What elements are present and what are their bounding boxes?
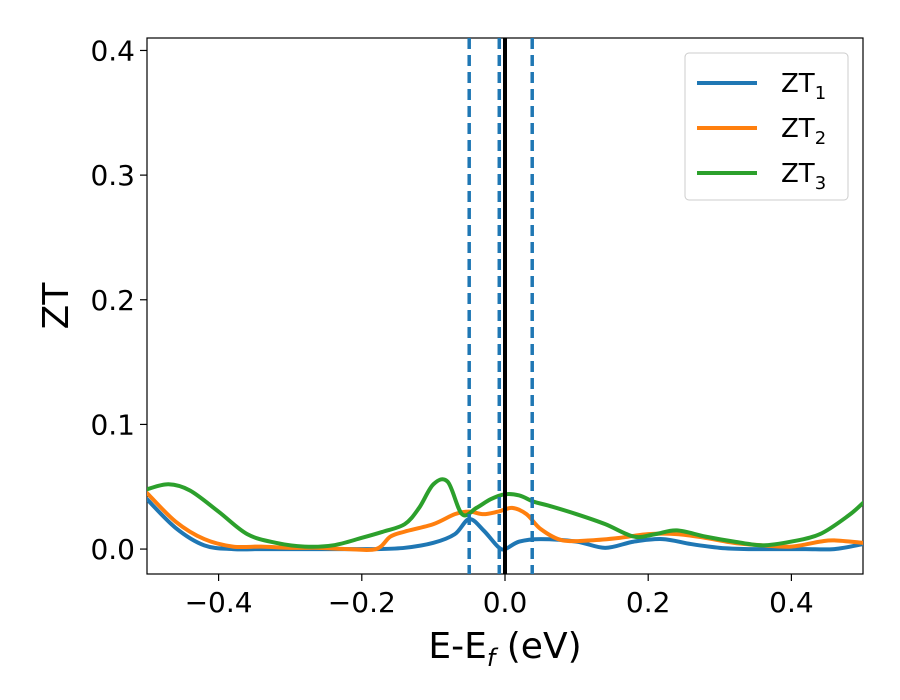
y-axis-title: ZT xyxy=(36,282,77,330)
x-axis: −0.4 −0.2 0.0 0.2 0.4 xyxy=(185,574,814,619)
legend-label-zt3: ZT3 xyxy=(781,159,826,194)
series-layer xyxy=(147,477,863,553)
legend-label-zt1: ZT1 xyxy=(781,69,826,104)
vline-layer xyxy=(467,38,534,574)
y-tick-label: 0.4 xyxy=(90,34,135,67)
legend-items: ZT1 ZT2 ZT3 xyxy=(697,69,826,194)
y-tick-label: 0.3 xyxy=(90,159,135,192)
legend-box xyxy=(684,52,849,201)
plot-area xyxy=(146,37,864,575)
legend-label-zt2: ZT2 xyxy=(781,114,826,149)
series-line-zt3 xyxy=(147,477,863,549)
y-axis: 0.0 0.1 0.2 0.3 0.4 xyxy=(90,34,147,566)
y-tick-label: 0.1 xyxy=(90,408,135,441)
x-tick-label: 0.2 xyxy=(626,586,671,619)
x-tick-label: 0.0 xyxy=(483,586,528,619)
y-tick-label: 0.0 xyxy=(90,533,135,566)
y-tick-label: 0.2 xyxy=(90,284,135,317)
x-tick-label: −0.2 xyxy=(328,586,396,619)
x-tick-label: −0.4 xyxy=(185,586,253,619)
x-axis-title: E-Ef (eV) xyxy=(428,626,581,672)
legend: ZT1 ZT2 ZT3 xyxy=(684,52,849,201)
x-axis-title-main: E-E xyxy=(428,626,486,667)
x-tick-label: 0.4 xyxy=(769,586,814,619)
x-axis-title-unit: (eV) xyxy=(495,626,581,667)
